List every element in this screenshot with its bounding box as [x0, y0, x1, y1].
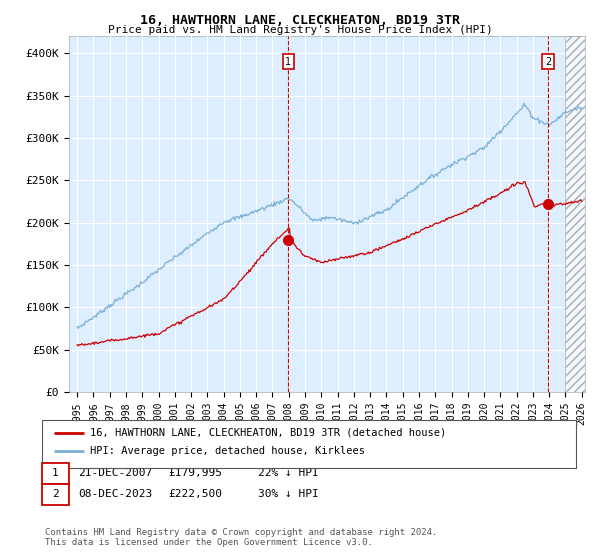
- Text: 1: 1: [285, 57, 292, 67]
- Text: 16, HAWTHORN LANE, CLECKHEATON, BD19 3TR: 16, HAWTHORN LANE, CLECKHEATON, BD19 3TR: [140, 14, 460, 27]
- Text: 1: 1: [52, 468, 59, 478]
- Text: Price paid vs. HM Land Registry's House Price Index (HPI): Price paid vs. HM Land Registry's House …: [107, 25, 493, 35]
- Text: £222,500: £222,500: [168, 489, 222, 500]
- Bar: [565, 36, 590, 392]
- Text: 2: 2: [545, 57, 551, 67]
- Text: £179,995: £179,995: [168, 468, 222, 478]
- Text: Contains HM Land Registry data © Crown copyright and database right 2024.
This d: Contains HM Land Registry data © Crown c…: [45, 528, 437, 547]
- Bar: [565, 36, 590, 392]
- Text: 22% ↓ HPI: 22% ↓ HPI: [258, 468, 319, 478]
- Text: HPI: Average price, detached house, Kirklees: HPI: Average price, detached house, Kirk…: [90, 446, 365, 456]
- Text: 2: 2: [52, 489, 59, 500]
- Text: 21-DEC-2007: 21-DEC-2007: [78, 468, 152, 478]
- Text: 30% ↓ HPI: 30% ↓ HPI: [258, 489, 319, 500]
- Text: 08-DEC-2023: 08-DEC-2023: [78, 489, 152, 500]
- Text: 16, HAWTHORN LANE, CLECKHEATON, BD19 3TR (detached house): 16, HAWTHORN LANE, CLECKHEATON, BD19 3TR…: [90, 428, 446, 438]
